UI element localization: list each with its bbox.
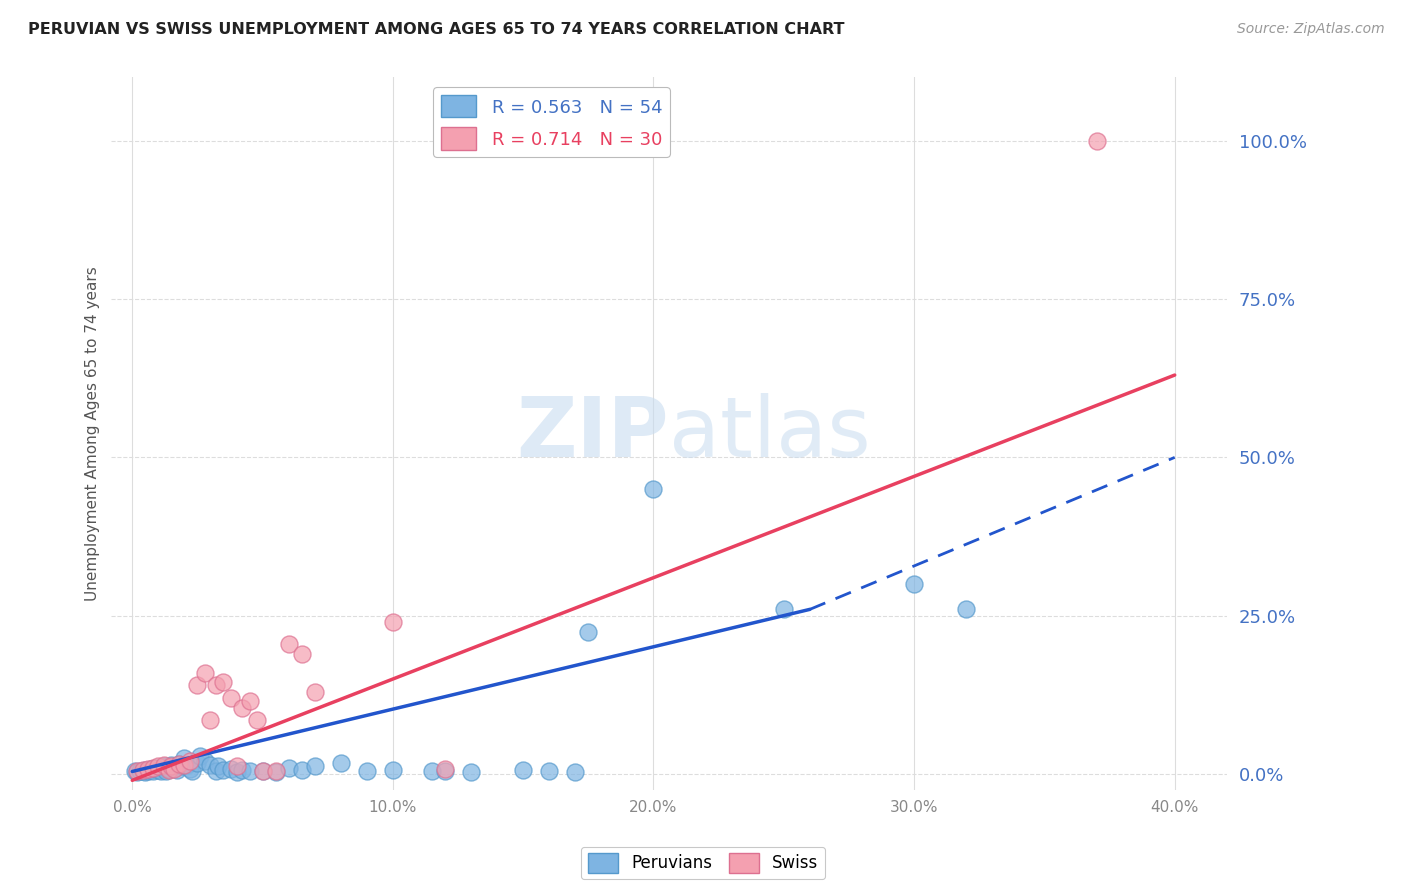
Point [231,763,253,777]
Point [179,755,201,769]
Point [152,757,174,772]
Point [304,759,326,773]
Point [512,763,534,777]
Point [134,765,156,780]
Legend: Peruvians, Swiss: Peruvians, Swiss [581,847,825,880]
Point [264,764,287,779]
Point [173,751,195,765]
Point [194,755,217,769]
Point [381,763,404,777]
Point [157,762,180,776]
Point [157,763,180,777]
Point [129,764,152,778]
Point [167,756,190,771]
Point [166,763,188,777]
Point [356,764,378,779]
Legend: R = 0.563   N = 54, R = 0.714   N = 30: R = 0.563 N = 54, R = 0.714 N = 30 [433,87,671,157]
Point [142,764,165,779]
Point [173,757,195,772]
Point [420,764,443,779]
Text: PERUVIAN VS SWISS UNEMPLOYMENT AMONG AGES 65 TO 74 YEARS CORRELATION CHART: PERUVIAN VS SWISS UNEMPLOYMENT AMONG AGE… [28,22,845,37]
Point [246,713,269,727]
Point [155,764,177,779]
Point [576,624,599,639]
Point [124,764,146,779]
Point [163,761,186,775]
Point [200,713,222,727]
Point [460,765,482,780]
Point [167,756,190,771]
Point [221,691,243,706]
Point [212,675,235,690]
Point [955,602,977,616]
Point [142,761,165,775]
Text: ZIP: ZIP [516,393,669,475]
Point [538,764,561,779]
Point [221,762,243,776]
Point [200,757,222,772]
Point [176,757,198,772]
Point [225,765,247,780]
Point [238,764,260,779]
Point [204,764,226,779]
Point [186,756,208,770]
Point [304,684,326,698]
Point [134,763,156,777]
Point [772,602,794,616]
Point [433,762,456,776]
Point [433,764,456,779]
Point [381,615,404,629]
Point [160,759,183,773]
Point [329,756,352,770]
Point [194,665,217,680]
Point [231,700,253,714]
Point [127,764,149,779]
Point [277,637,299,651]
Point [212,763,235,777]
Point [291,763,314,777]
Text: atlas: atlas [669,393,870,475]
Point [136,762,159,776]
Point [291,647,314,661]
Point [188,749,211,764]
Point [160,757,183,772]
Point [264,765,287,780]
Point [238,694,260,708]
Point [181,764,204,779]
Point [564,765,586,780]
Point [204,678,226,692]
Point [277,761,299,775]
Point [148,763,170,777]
Point [145,761,167,775]
Point [643,482,665,496]
Point [252,764,274,779]
Point [131,764,153,779]
Point [139,762,162,776]
Point [179,762,201,776]
Point [225,759,247,773]
Point [127,765,149,780]
Point [207,759,229,773]
Point [1085,134,1108,148]
Point [149,764,172,778]
Point [903,577,925,591]
Text: Source: ZipAtlas.com: Source: ZipAtlas.com [1237,22,1385,37]
Point [252,764,274,779]
Y-axis label: Unemployment Among Ages 65 to 74 years: Unemployment Among Ages 65 to 74 years [86,267,100,601]
Point [131,763,153,777]
Point [163,762,186,776]
Point [148,759,170,773]
Point [186,678,208,692]
Point [170,759,193,773]
Point [136,764,159,778]
Point [152,759,174,773]
